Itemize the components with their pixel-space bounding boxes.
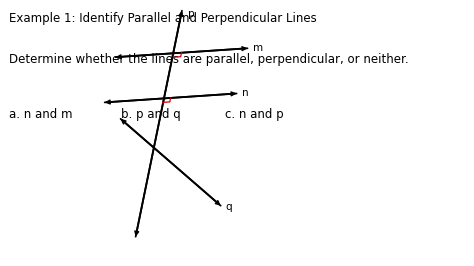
Text: Determine whether the lines are parallel, perpendicular, or neither.: Determine whether the lines are parallel… [9,53,408,66]
Text: q: q [226,202,232,213]
Text: b. p and q: b. p and q [121,108,181,121]
Text: m: m [253,43,263,53]
Text: Example 1: Identify Parallel and Perpendicular Lines: Example 1: Identify Parallel and Perpend… [9,12,316,25]
Text: p: p [188,9,195,19]
Text: a. n and m: a. n and m [9,108,72,121]
Text: c. n and p: c. n and p [225,108,284,121]
Text: n: n [242,88,249,98]
